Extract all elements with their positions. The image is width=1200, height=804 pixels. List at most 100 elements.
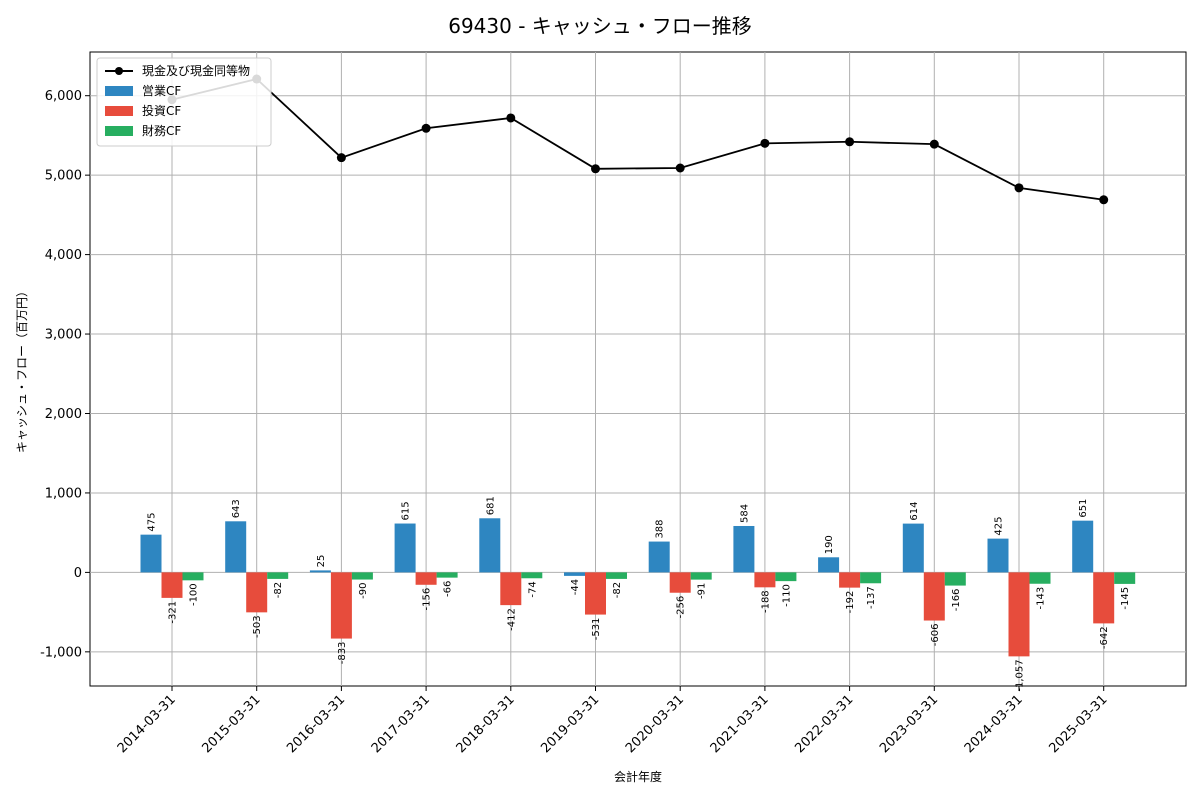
x-tick-label: 2025-03-31 [1046, 692, 1110, 756]
cash-balance-point [336, 153, 346, 163]
bar-operating-cf [1072, 520, 1094, 573]
bar-value-label: -166 [951, 589, 962, 612]
bar-value-label: -503 [252, 615, 263, 638]
y-tick-label: 4,000 [45, 248, 82, 263]
bar-value-label: 643 [231, 499, 242, 518]
bar-value-label: 425 [994, 517, 1005, 536]
bar-value-label: -156 [422, 588, 433, 611]
bar-investing-cf [585, 572, 606, 615]
cash-balance-point [845, 137, 855, 147]
bar-operating-cf [225, 521, 247, 573]
y-tick-label: 0 [74, 566, 82, 581]
bar-operating-cf [818, 557, 840, 573]
bar-value-label: -606 [930, 624, 941, 647]
legend-frame [96, 57, 272, 147]
bar-value-label: -321 [168, 601, 179, 624]
bar-operating-cf [987, 538, 1009, 573]
x-tick-label: 2018-03-31 [454, 692, 518, 756]
bar-financing-cf [1029, 572, 1051, 584]
x-tick-label: 2016-03-31 [284, 692, 348, 756]
bar-value-label: 388 [655, 519, 666, 538]
legend-label-operating-cf: 営業CF [142, 84, 181, 98]
bar-value-label: -256 [676, 596, 687, 619]
cash-balance-point [421, 123, 431, 133]
y-tick-label: 5,000 [45, 169, 82, 184]
y-tick-label: 2,000 [45, 407, 82, 422]
y-axis-title: キャッシュ・フロー（百万円） [15, 285, 29, 453]
bar-value-label: -143 [1036, 587, 1047, 610]
bar-operating-cf [140, 534, 162, 573]
bar-value-label: -531 [591, 618, 602, 641]
bar-operating-cf [479, 518, 501, 573]
legend-swatch-operating-cf [105, 86, 133, 96]
bar-value-label: 25 [316, 555, 327, 568]
bar-value-label: -412 [506, 608, 517, 631]
bar-financing-cf [1114, 572, 1136, 584]
bar-financing-cf [944, 572, 966, 586]
bar-investing-cf [330, 572, 352, 639]
cash-balance-polyline [171, 78, 1104, 201]
legend-line-marker [115, 67, 123, 75]
cash-balance-line [167, 74, 1109, 205]
legend-label-cash-balance: 現金及び現金同等物 [142, 63, 250, 78]
bar-investing-cf [754, 572, 776, 588]
bar-financing-cf [775, 572, 797, 582]
bar-financing-cf [182, 572, 204, 581]
bar-financing-cf [351, 572, 373, 580]
axes: -1,000 0 1,000 2,000 3,000 4,000 5,000 6,000 201… [40, 89, 1110, 756]
bar-investing-cf [161, 572, 183, 598]
cash-balance-point [506, 113, 516, 123]
cash-balance-point [675, 163, 685, 173]
bar-value-label: 190 [824, 535, 835, 554]
x-tick-label: 2019-03-31 [538, 692, 602, 756]
bar-investing-cf [246, 572, 268, 613]
cash-balance-point [591, 164, 600, 174]
bar-value-label: -137 [866, 586, 877, 609]
y-tick-label: 6,000 [45, 89, 82, 104]
cash-balance-point [1014, 183, 1024, 193]
bar-operating-cf [309, 570, 331, 573]
bar-operating-cf [733, 525, 755, 573]
bar-investing-cf [1008, 572, 1030, 657]
x-tick-label: 2015-03-31 [199, 692, 263, 756]
bar-value-label: -90 [358, 583, 369, 599]
bar-value-label: -188 [760, 590, 771, 613]
bar-value-label: -82 [612, 582, 623, 598]
bar-value-label: 614 [909, 502, 920, 521]
bar-financing-cf [267, 572, 289, 579]
x-axis-title: 会計年度 [614, 769, 662, 784]
chart-title: 69430 - キャッシュ・フロー推移 [448, 14, 752, 38]
x-tick-label: 2017-03-31 [369, 692, 433, 756]
bar-financing-cf [521, 572, 543, 579]
bar-value-label: -145 [1120, 587, 1131, 610]
bar-investing-cf [1093, 572, 1115, 624]
bar-value-label: -110 [781, 584, 792, 607]
bar-value-label: 475 [147, 513, 158, 532]
bar-value-label: -833 [337, 642, 348, 665]
bar-value-label: -642 [1099, 626, 1110, 649]
legend-swatch-investing-cf [105, 106, 133, 116]
x-tick-label: 2021-03-31 [708, 692, 772, 756]
plot-area [89, 51, 1187, 687]
bar-investing-cf [669, 572, 691, 593]
y-tick-label: 3,000 [45, 328, 82, 343]
cash-balance-point [1099, 195, 1109, 205]
x-tick-label: 2020-03-31 [623, 692, 687, 756]
bar-value-label: 651 [1078, 499, 1089, 518]
bar-investing-cf [500, 572, 522, 606]
bar-value-label: -192 [845, 591, 856, 614]
x-tick-label: 2024-03-31 [962, 692, 1026, 756]
bar-value-label: -44 [570, 579, 581, 595]
x-tick-label: 2014-03-31 [115, 692, 179, 756]
bar-financing-cf [606, 572, 627, 579]
bar-value-label: -74 [527, 581, 538, 597]
bar-value-label: 615 [401, 501, 412, 520]
legend-swatch-financing-cf [105, 126, 133, 136]
bar-operating-cf [564, 572, 585, 576]
bar-value-label: -100 [189, 583, 200, 606]
bar-value-label: -82 [273, 582, 284, 598]
bar-operating-cf [648, 541, 670, 573]
